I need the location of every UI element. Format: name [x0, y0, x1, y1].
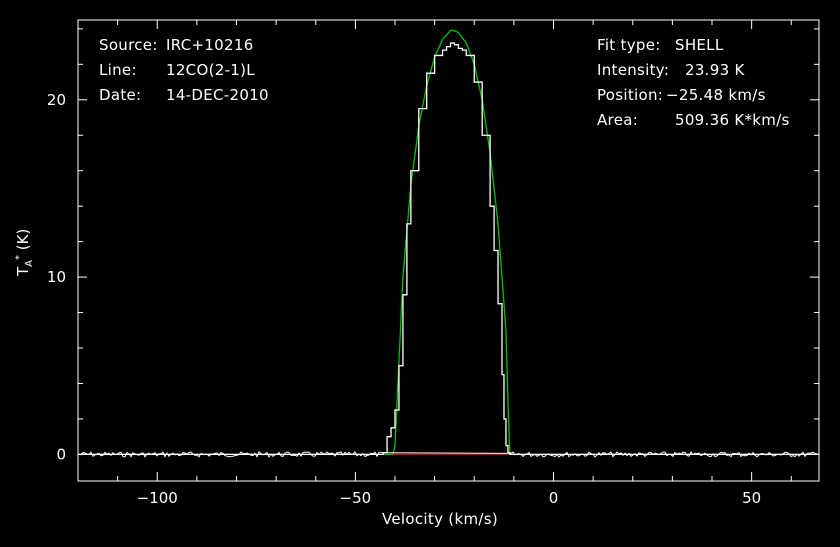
position-label: Position: [597, 86, 664, 104]
area-value: 509.36 K*km/s [675, 111, 790, 129]
y-axis-label-main: T [14, 266, 32, 276]
intensity-label: Intensity: [597, 61, 670, 79]
fit-type-label: Fit type: [597, 36, 661, 54]
series-layer [78, 29, 819, 458]
y-axis-label-sub: A [24, 259, 35, 267]
source-value: IRC+10216 [166, 36, 254, 54]
x-tick-label: −100 [137, 489, 178, 507]
plot-frame [77, 19, 820, 482]
x-axis-label: Velocity (km/s) [382, 510, 498, 528]
observed-spectrum-line [78, 42, 819, 456]
source-label: Source: [99, 36, 158, 54]
line-value: 12CO(2-1)L [166, 61, 255, 79]
y-tick-label: 0 [56, 445, 66, 463]
area-label: Area: [597, 111, 639, 129]
fit-spectrum-line [78, 29, 819, 456]
fit-type-value: SHELL [675, 36, 724, 54]
intensity-value: 23.93 K [685, 61, 745, 79]
axis-ticks [77, 20, 819, 481]
date-label: Date: [99, 86, 142, 104]
date-value: 14-DEC-2010 [166, 86, 269, 104]
y-axis-label-sup: * [14, 254, 25, 260]
x-tick-label: 0 [549, 489, 559, 507]
y-axis-label-unit: (K) [14, 228, 32, 251]
line-label: Line: [99, 61, 137, 79]
y-tick-label: 20 [47, 91, 66, 109]
y-tick-label: 10 [47, 268, 66, 286]
position-value: −25.48 km/s [666, 86, 766, 104]
x-tick-label: −50 [340, 489, 372, 507]
axis-tick-labels: −100 −50 0 50 0 10 20 [47, 91, 761, 507]
observed-baseline-noise [78, 451, 818, 458]
y-axis-label: TA* (K) [14, 229, 54, 276]
x-tick-label: 50 [742, 489, 761, 507]
